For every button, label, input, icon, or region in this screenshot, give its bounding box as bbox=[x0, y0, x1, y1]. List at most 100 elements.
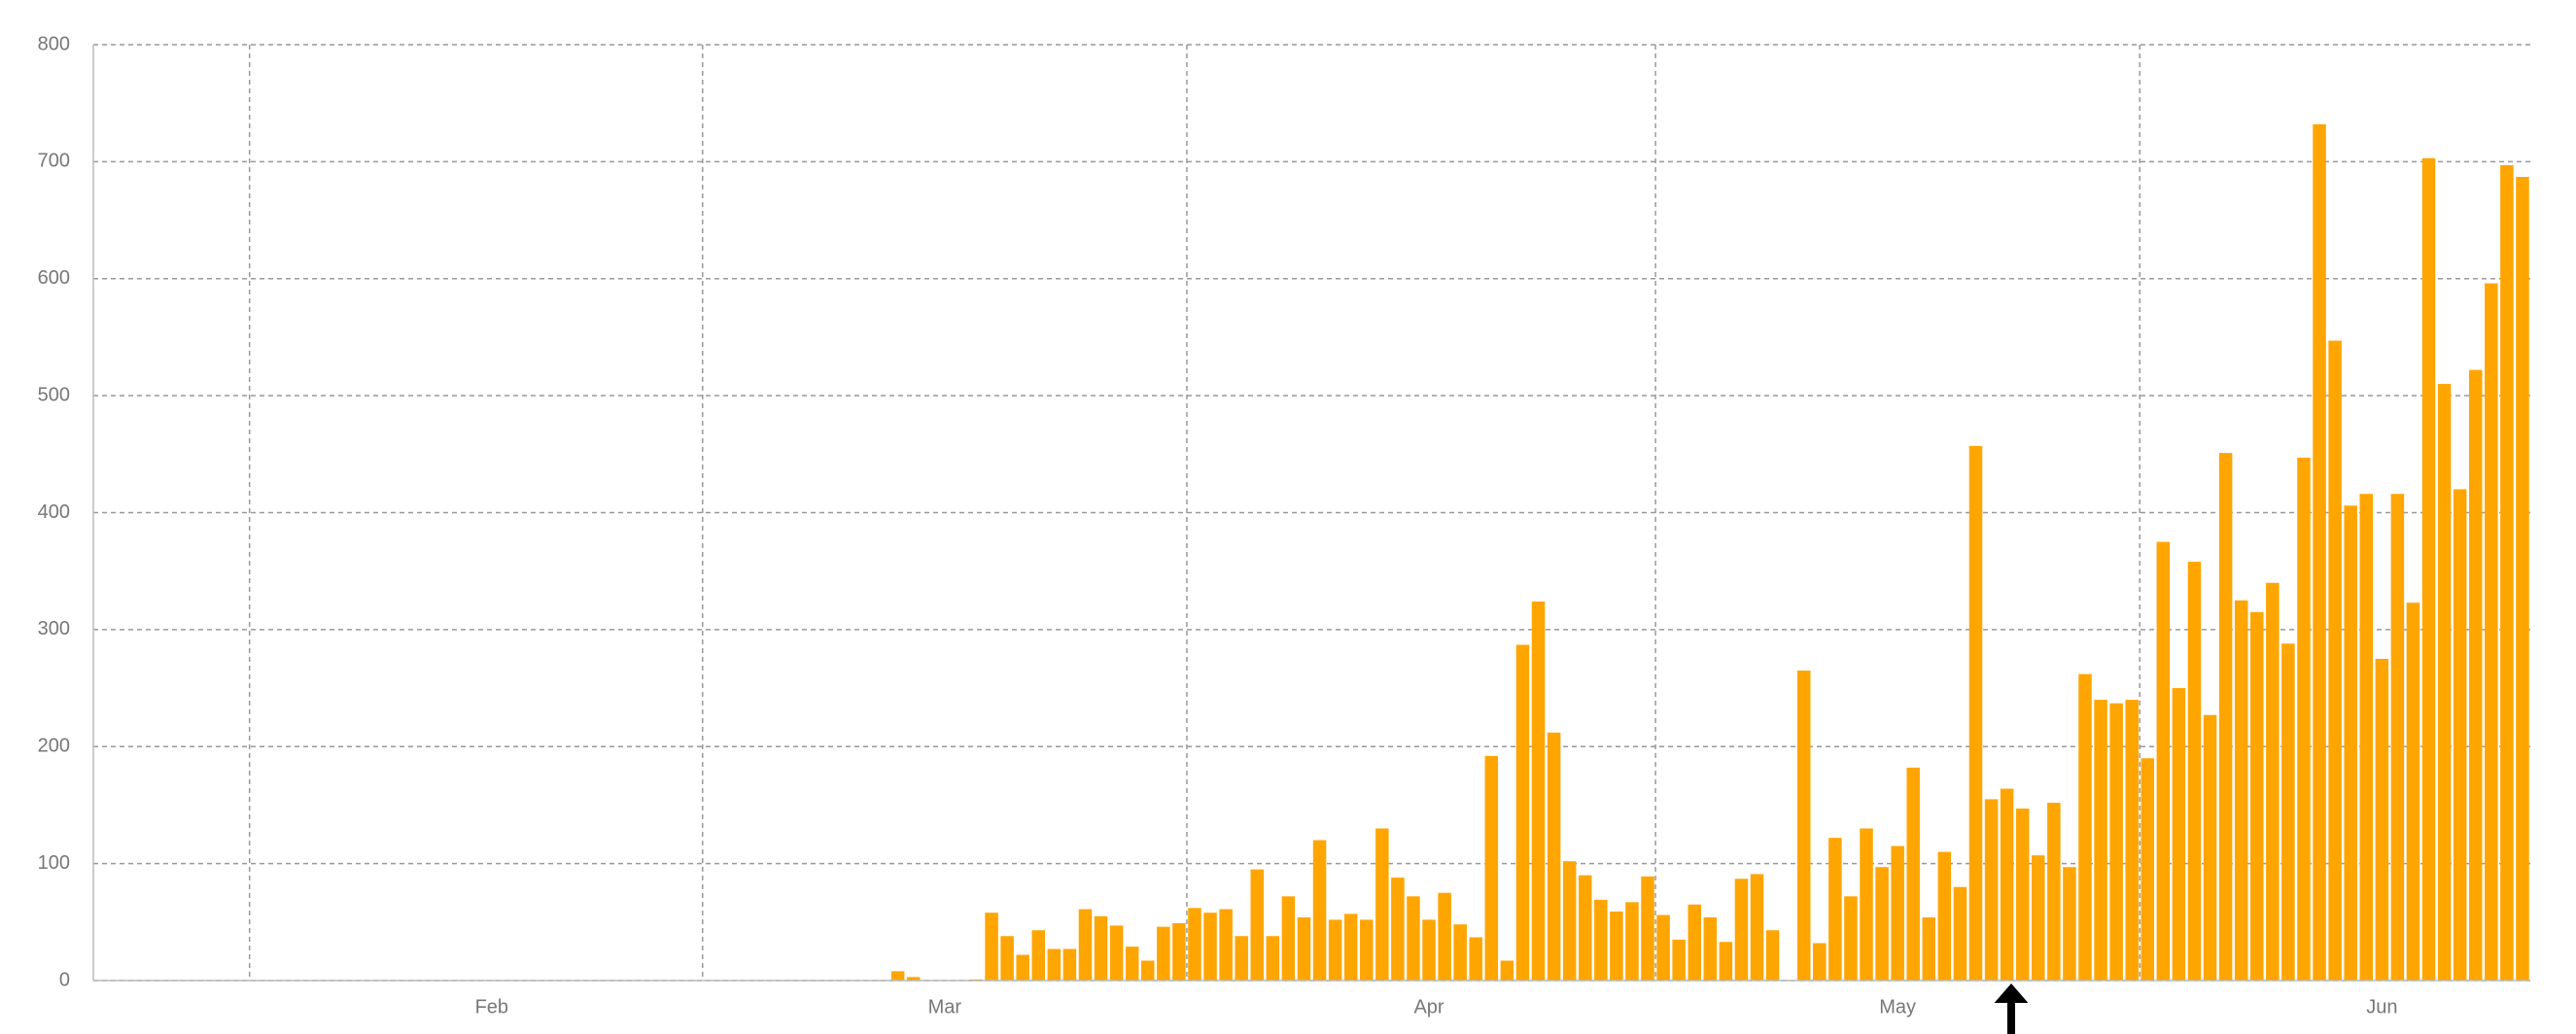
bar bbox=[2063, 867, 2076, 981]
bar bbox=[2015, 809, 2030, 981]
bar bbox=[1219, 909, 1233, 981]
bar bbox=[1000, 936, 1014, 981]
y-tick-label: 200 bbox=[38, 736, 70, 757]
bar bbox=[2359, 494, 2374, 981]
bar bbox=[1031, 930, 1046, 981]
bar bbox=[1484, 755, 1499, 981]
y-tick-label: 100 bbox=[38, 852, 70, 874]
x-tick-label: Mar bbox=[928, 996, 962, 1017]
bar bbox=[2234, 600, 2248, 981]
bar bbox=[1610, 911, 1623, 981]
bar bbox=[1937, 851, 1952, 981]
bar bbox=[1922, 916, 1936, 981]
bar bbox=[1188, 908, 1201, 981]
bar bbox=[2172, 688, 2186, 981]
y-tick-label: 700 bbox=[38, 151, 70, 172]
bar bbox=[1094, 915, 1108, 981]
bar bbox=[2032, 855, 2045, 981]
y-tick-label: 400 bbox=[38, 501, 70, 523]
bar bbox=[1656, 914, 1670, 981]
bar bbox=[2094, 700, 2107, 981]
x-tick-label: Jun bbox=[2366, 996, 2397, 1017]
bar bbox=[1266, 936, 1280, 981]
bar bbox=[1968, 445, 1983, 982]
bar bbox=[1453, 924, 1467, 981]
bar bbox=[2125, 700, 2139, 981]
y-tick-label: 800 bbox=[38, 33, 70, 54]
x-tick-label: Apr bbox=[1413, 996, 1444, 1017]
bar bbox=[1250, 869, 1265, 981]
bar bbox=[1906, 767, 1920, 981]
x-tick-label: May bbox=[1879, 996, 1916, 1017]
bar bbox=[1062, 948, 1077, 981]
bar bbox=[1703, 916, 1718, 981]
bar bbox=[1984, 799, 1999, 981]
bar bbox=[1875, 867, 1889, 981]
bar bbox=[1047, 948, 1062, 981]
bar bbox=[1515, 644, 1530, 981]
bar bbox=[1312, 840, 1327, 981]
bar bbox=[1469, 937, 1482, 981]
bar bbox=[1297, 916, 1311, 981]
bar bbox=[1594, 899, 1608, 981]
bar bbox=[2250, 611, 2264, 981]
bar bbox=[1203, 913, 1217, 981]
bar bbox=[890, 971, 905, 981]
bar bbox=[1078, 909, 1093, 981]
bar bbox=[1562, 861, 1577, 981]
bar bbox=[1625, 902, 1639, 981]
bar bbox=[2453, 489, 2467, 981]
bar bbox=[1141, 960, 1155, 981]
bar bbox=[2437, 384, 2452, 981]
bar bbox=[1547, 732, 1561, 981]
bar bbox=[2109, 703, 2123, 981]
bar bbox=[1813, 943, 1827, 981]
bar bbox=[1860, 828, 1873, 981]
bar bbox=[1734, 879, 1749, 981]
bar bbox=[1328, 919, 1342, 981]
bar bbox=[1641, 876, 1654, 981]
bar bbox=[2156, 541, 2171, 981]
bar bbox=[2047, 803, 2061, 981]
bar bbox=[1953, 886, 1967, 981]
bar bbox=[1531, 601, 1546, 981]
bar bbox=[2500, 164, 2514, 981]
bar bbox=[1375, 828, 1389, 981]
bar bbox=[1672, 939, 1686, 981]
bar bbox=[1157, 926, 1170, 981]
bar bbox=[2375, 658, 2389, 981]
bar bbox=[2187, 562, 2202, 981]
bar bbox=[2297, 457, 2311, 982]
bar bbox=[1016, 954, 1029, 981]
bar bbox=[2000, 788, 2014, 981]
bar bbox=[1281, 896, 1296, 981]
y-tick-label: 300 bbox=[38, 618, 70, 639]
y-tick-label: 0 bbox=[59, 969, 70, 990]
bar bbox=[2516, 177, 2529, 981]
bar bbox=[1750, 874, 1764, 981]
bar bbox=[985, 913, 998, 981]
bar bbox=[1796, 671, 1811, 981]
x-tick-label: Feb bbox=[475, 996, 508, 1017]
bar bbox=[1422, 919, 1436, 981]
bar bbox=[1343, 913, 1358, 981]
bar bbox=[1500, 960, 1514, 981]
bar bbox=[1407, 896, 1420, 981]
bar bbox=[2485, 283, 2498, 981]
bar bbox=[2390, 494, 2405, 981]
bar bbox=[1719, 942, 1733, 981]
bar bbox=[2266, 582, 2280, 981]
bar bbox=[2078, 673, 2092, 981]
bar bbox=[2313, 123, 2326, 982]
bar bbox=[2203, 714, 2217, 981]
bar bbox=[1438, 892, 1451, 981]
bar bbox=[1844, 896, 1858, 981]
bar bbox=[2469, 369, 2483, 982]
bar bbox=[1109, 925, 1124, 981]
bar bbox=[2328, 340, 2342, 982]
bar bbox=[906, 977, 921, 981]
pointer-arrow bbox=[1994, 982, 2029, 1034]
bar bbox=[1125, 947, 1139, 981]
